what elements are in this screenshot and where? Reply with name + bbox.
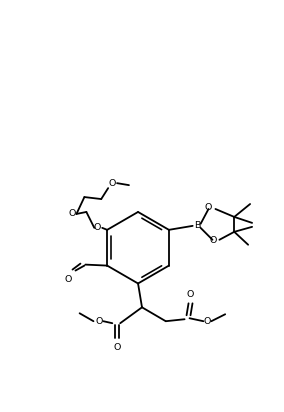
Text: O: O	[65, 275, 72, 284]
Text: O: O	[114, 342, 121, 351]
Text: O: O	[96, 317, 103, 326]
Text: O: O	[69, 209, 76, 218]
Text: O: O	[205, 204, 212, 213]
Text: O: O	[93, 223, 101, 232]
Text: O: O	[204, 317, 211, 326]
Text: O: O	[210, 236, 217, 245]
Text: B: B	[195, 221, 201, 230]
Text: O: O	[187, 290, 194, 299]
Text: O: O	[108, 179, 116, 187]
